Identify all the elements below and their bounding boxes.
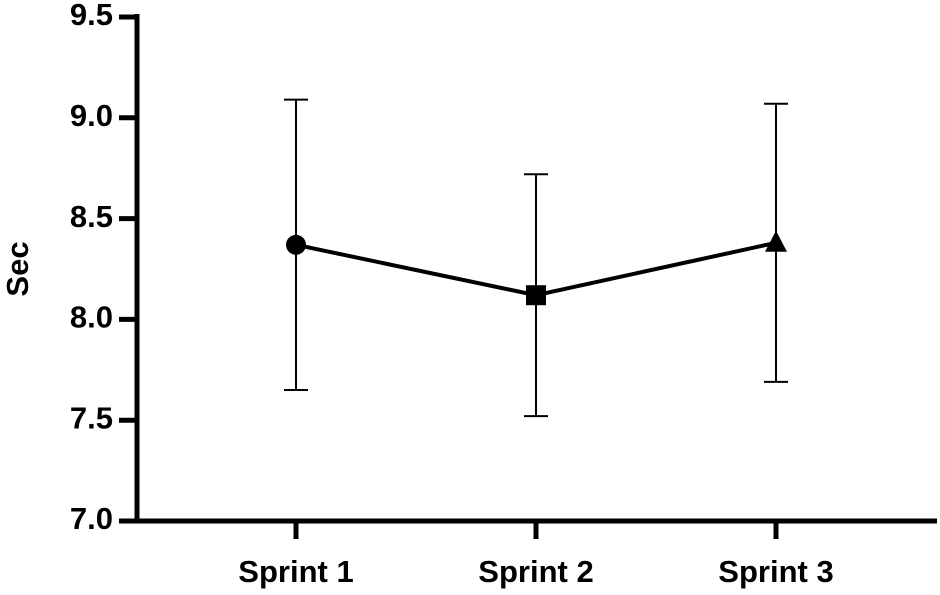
y-tick-label: 8.5 <box>70 199 113 234</box>
x-tick-label: Sprint 2 <box>478 554 593 589</box>
y-tick-label: 7.5 <box>70 400 113 435</box>
y-axis-label: Sec <box>0 241 35 296</box>
y-tick-label: 7.0 <box>70 501 113 536</box>
x-tick-label: Sprint 1 <box>238 554 353 589</box>
marker <box>526 285 546 306</box>
x-tick-label: Sprint 3 <box>718 554 833 589</box>
y-tick-label: 8.0 <box>70 300 113 335</box>
marker <box>765 230 787 252</box>
y-tick-label: 9.0 <box>70 98 113 133</box>
marker <box>286 234 306 255</box>
y-tick-label: 9.5 <box>70 0 113 32</box>
